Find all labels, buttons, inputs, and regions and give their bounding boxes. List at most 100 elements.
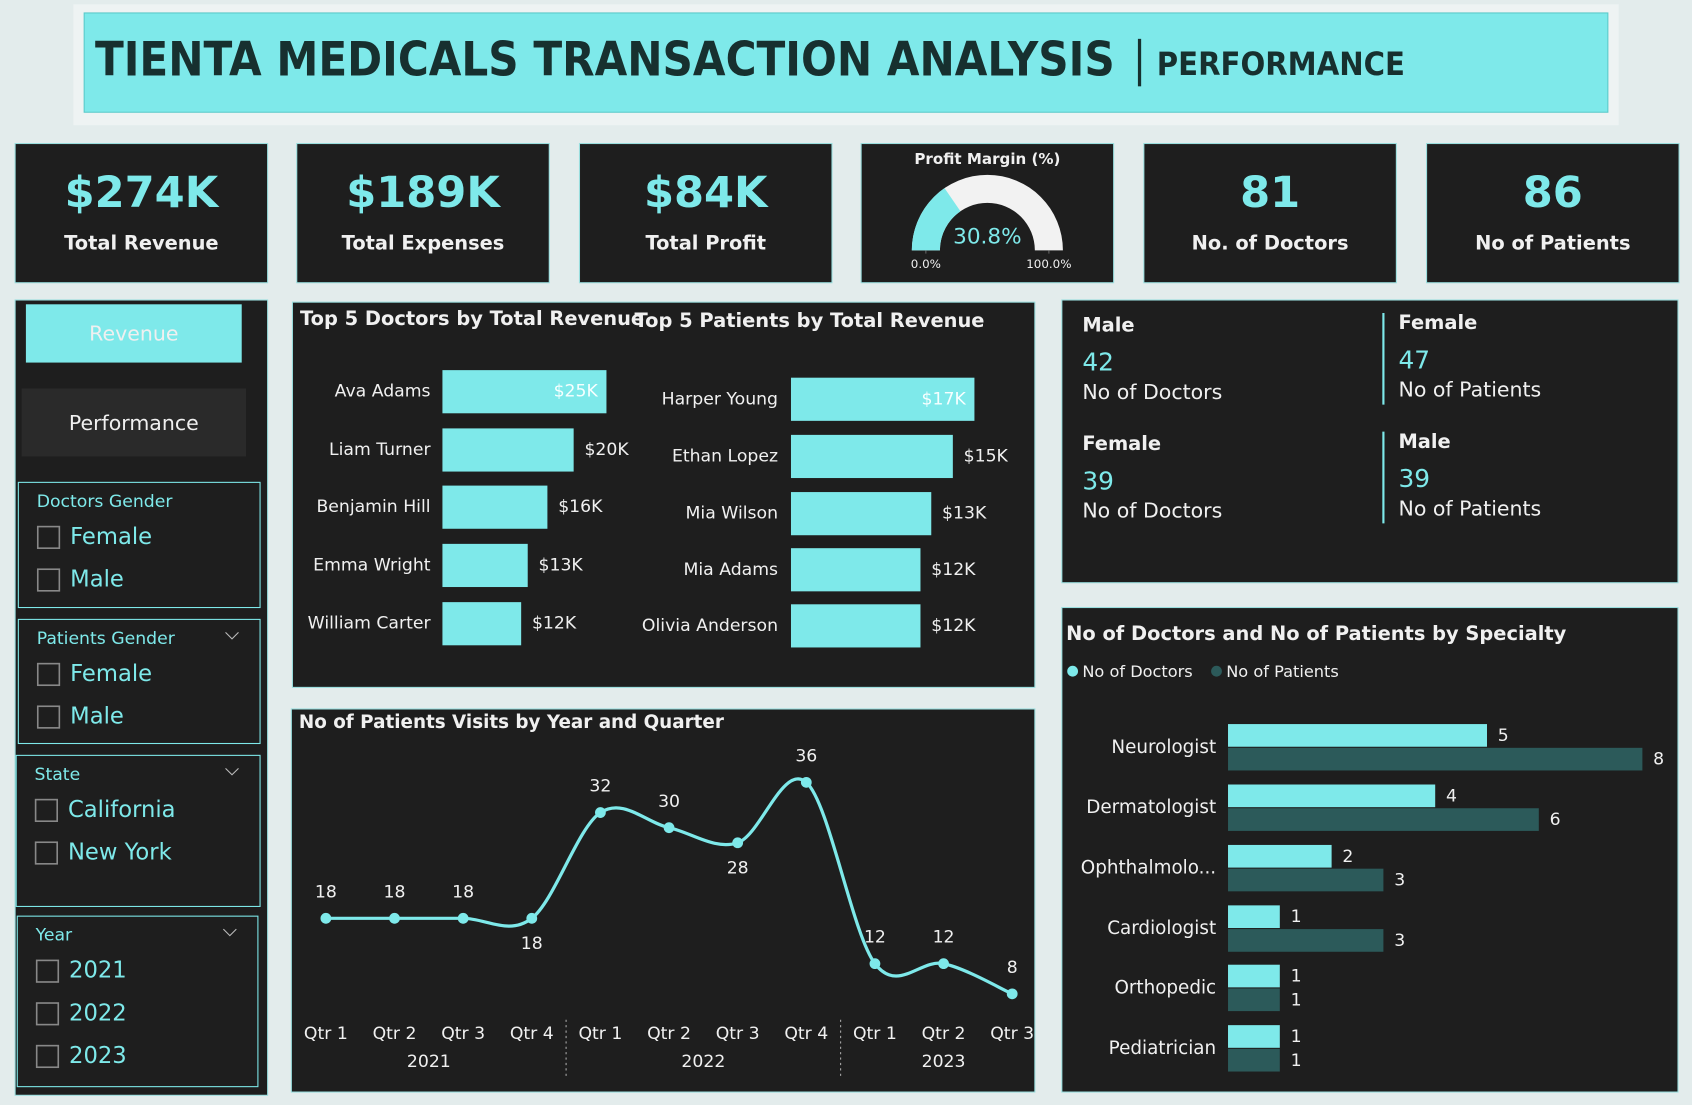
bar [1228, 905, 1280, 929]
data-label: 12 [864, 928, 886, 948]
slicer-checkbox[interactable] [34, 841, 59, 865]
gauge-value: 30.8% [953, 224, 1022, 249]
bar [1228, 844, 1332, 868]
gender-value: 47 [1399, 345, 1431, 374]
x-tick-label: Qtr 2 [647, 1024, 691, 1044]
value-label: 2 [1342, 847, 1353, 867]
chart-title: Top 5 Patients by Total Revenue [635, 309, 985, 332]
value-label: $13K [539, 555, 584, 575]
category-label: Harper Young [662, 389, 778, 409]
chart-title: No of Doctors and No of Patients by Spec… [1066, 622, 1567, 645]
bar [1228, 1048, 1280, 1072]
slicer-title: Patients Gender [37, 629, 176, 649]
slicer-title: Doctors Gender [37, 492, 174, 512]
x-tick-label: Qtr 3 [990, 1024, 1034, 1044]
value-label: 8 [1653, 750, 1664, 770]
kpi-card [860, 142, 1115, 284]
specialty-panel [1061, 606, 1679, 1093]
kpi-card [1143, 142, 1397, 284]
gender-label: No of Doctors [1082, 380, 1222, 404]
gender-label: No of Doctors [1082, 498, 1222, 522]
kpi-card [1426, 142, 1680, 284]
gender-panel [1061, 299, 1679, 584]
point [1006, 988, 1018, 1000]
slicer-title: Year [35, 926, 73, 946]
kpi-card [14, 142, 269, 284]
point [938, 958, 949, 970]
x-tick-label: Qtr 3 [716, 1024, 760, 1044]
bar [442, 485, 548, 529]
data-label: 8 [1007, 958, 1018, 978]
legend-label: No of Patients [1226, 662, 1339, 681]
gender-title: Male [1082, 313, 1134, 336]
slicer-chevron[interactable] [222, 928, 237, 937]
category-label: Dermatologist [1086, 797, 1216, 818]
data-label: 18 [315, 882, 337, 902]
x-group-label: 2022 [681, 1052, 725, 1072]
data-label: 36 [795, 746, 817, 766]
bar [1228, 747, 1643, 771]
slicer-checkbox[interactable] [35, 1002, 60, 1026]
slicer-checkbox[interactable] [36, 662, 61, 687]
value-label: 3 [1394, 931, 1405, 951]
kpi-value: $84K [644, 168, 769, 218]
nav-button-label: Revenue [89, 322, 178, 346]
slicer-checkbox[interactable] [36, 568, 61, 592]
value-label: 6 [1550, 810, 1561, 830]
slicer-checkbox[interactable] [35, 1044, 60, 1069]
bar [1228, 868, 1384, 892]
gauge-tick-label: 0.0% [911, 257, 941, 271]
slicer-checkbox[interactable] [36, 525, 61, 549]
gender-title: Female [1082, 432, 1161, 455]
header-title: TIENTA MEDICALS TRANSACTION ANALYSIS [95, 33, 1115, 88]
category-label: Olivia Anderson [642, 616, 778, 636]
data-label: 12 [933, 928, 955, 948]
value-label: $16K [558, 497, 603, 517]
value-label: 1 [1291, 990, 1302, 1010]
category-label: Liam Turner [329, 440, 431, 460]
kpi-card [296, 142, 550, 284]
point [389, 912, 400, 924]
point [320, 912, 332, 924]
category-label: Neurologist [1111, 737, 1216, 758]
bar [1228, 929, 1384, 952]
slicer-option: 2022 [69, 1000, 127, 1026]
bar [1228, 1025, 1280, 1048]
category-label: Pediatrician [1109, 1038, 1216, 1059]
category-label: Emma Wright [313, 555, 431, 575]
x-group-label: 2023 [922, 1052, 966, 1072]
point [800, 776, 812, 788]
slicer-checkbox[interactable] [35, 959, 60, 983]
line-panel [290, 708, 1036, 1093]
value-label: 1 [1291, 967, 1302, 987]
slicer-option: 2021 [69, 958, 127, 984]
slicer-option: Male [70, 567, 124, 593]
nav-button[interactable] [21, 388, 247, 457]
slicer-chevron[interactable] [225, 631, 239, 640]
category-label: Ava Adams [335, 382, 431, 402]
data-label: 28 [727, 859, 749, 879]
slicer-checkbox[interactable] [36, 705, 61, 729]
slicer-option: California [68, 797, 176, 823]
category-label: Benjamin Hill [316, 497, 430, 517]
value-label: 1 [1291, 1051, 1302, 1071]
gender-value: 42 [1082, 348, 1114, 377]
x-tick-label: Qtr 1 [578, 1024, 622, 1044]
value-label: 4 [1446, 786, 1457, 806]
slicer-checkbox[interactable] [34, 798, 59, 823]
kpi-value: 81 [1240, 168, 1300, 218]
gauge-fill [911, 188, 961, 251]
value-label: $20K [584, 440, 629, 460]
x-tick-label: Qtr 4 [510, 1024, 554, 1044]
kpi-value: $274K [65, 168, 220, 218]
value-label: 1 [1291, 1027, 1302, 1047]
kpi-value: $189K [346, 168, 501, 218]
slicer-box [16, 915, 259, 1088]
kpi-value: 86 [1523, 168, 1583, 218]
chart-title: Profit Margin (%) [914, 150, 1060, 168]
value-label: $12K [931, 560, 976, 580]
nav-button[interactable] [25, 304, 242, 363]
slicer-chevron[interactable] [225, 767, 239, 776]
